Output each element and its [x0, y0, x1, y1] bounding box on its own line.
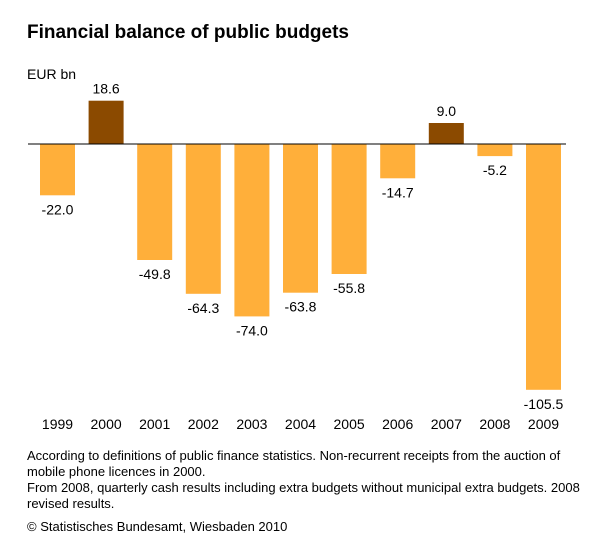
chart-notes: According to definitions of public finan… — [27, 448, 587, 512]
x-tick-label-1999: 1999 — [42, 416, 73, 432]
x-tick-label-2008: 2008 — [479, 416, 510, 432]
data-label-2000: 18.6 — [92, 81, 119, 97]
bar-2004 — [283, 144, 318, 293]
x-tick-label-2005: 2005 — [334, 416, 365, 432]
data-label-2002: -64.3 — [187, 300, 219, 316]
data-label-2004: -63.8 — [285, 299, 317, 315]
x-tick-label-2004: 2004 — [285, 416, 316, 432]
data-label-2008: -5.2 — [483, 162, 507, 178]
bar-2006 — [380, 144, 416, 179]
bar-2002 — [185, 144, 221, 294]
bar-chart: -22.0 1999 18.6 2000 -49.8 2001 -64.3 2002 -74.0… — [28, 81, 566, 432]
data-label-2003: -74.0 — [236, 322, 268, 338]
data-label-2001: -49.8 — [139, 266, 171, 282]
x-tick-label-2006: 2006 — [382, 416, 413, 432]
chart-title: Financial balance of public budgets — [27, 22, 349, 43]
bar-2000 — [88, 100, 124, 144]
data-label-2006: -14.7 — [382, 184, 414, 200]
note-line-1: According to definitions of public finan… — [27, 448, 561, 479]
bar-2008 — [477, 144, 513, 157]
bar-2001 — [137, 144, 173, 260]
bar-2003 — [234, 144, 270, 317]
x-tick-label-2000: 2000 — [91, 416, 122, 432]
bar-2005 — [331, 144, 367, 274]
x-tick-label-2001: 2001 — [139, 416, 170, 432]
data-label-2007: 9.0 — [437, 103, 457, 119]
note-line-2: From 2008, quarterly cash results includ… — [27, 480, 580, 511]
bar-2007 — [428, 123, 464, 144]
y-axis-unit-label: EUR bn — [27, 66, 77, 82]
x-tick-label-2003: 2003 — [236, 416, 267, 432]
data-label-1999: -22.0 — [42, 201, 74, 217]
x-tick-label-2002: 2002 — [188, 416, 219, 432]
x-tick-label-2007: 2007 — [431, 416, 462, 432]
data-label-2005: -55.8 — [333, 280, 365, 296]
source-credit: © Statistisches Bundesamt, Wiesbaden 201… — [27, 519, 288, 534]
bar-1999 — [40, 144, 75, 196]
bar-2009 — [526, 144, 561, 390]
x-tick-label-2009: 2009 — [528, 416, 559, 432]
data-label-2009: -105.5 — [524, 396, 564, 412]
